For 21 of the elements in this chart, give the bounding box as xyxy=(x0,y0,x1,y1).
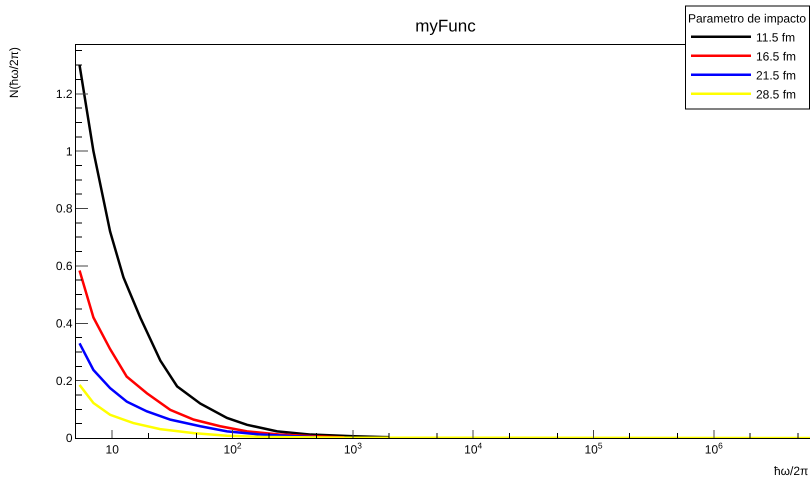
x-tick-label: 10$^{4}$ xyxy=(464,440,483,456)
y-tick-label: 1.2 xyxy=(56,86,73,101)
x-tick-label: 10$^{3}$ xyxy=(344,440,362,456)
legend-title: Parametro de impacto xyxy=(688,11,806,26)
legend-label: 11.5 fm xyxy=(756,30,796,44)
y-tick-label: 0.6 xyxy=(56,259,73,274)
y-tick-label: 0.4 xyxy=(56,316,73,330)
x-tick-label: 10$^{2}$ xyxy=(224,440,242,456)
x-tick-label: 10 xyxy=(106,442,120,456)
y-axis-title: N(ħω/2π) xyxy=(7,47,22,98)
legend-label: 28.5 fm xyxy=(756,87,796,102)
legend-label: 21.5 fm xyxy=(756,68,796,82)
y-tick-label: 0.2 xyxy=(56,374,73,388)
x-tick-label: 10$^{5}$ xyxy=(584,440,603,456)
x-tick-label: 10$^{6}$ xyxy=(704,440,724,456)
x-axis-title: ħω/2π xyxy=(774,464,808,478)
legend-label: 16.5 fm xyxy=(756,49,796,64)
y-tick-label: 0.8 xyxy=(56,202,73,216)
y-tick-label: 1 xyxy=(66,144,73,158)
y-tick-label: 0 xyxy=(66,431,73,446)
chart-title: myFunc xyxy=(415,16,476,36)
